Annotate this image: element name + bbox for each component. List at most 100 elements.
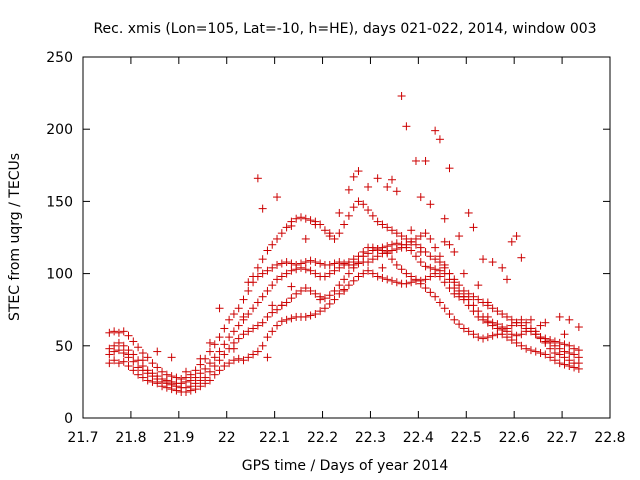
data-point: [502, 312, 511, 321]
data-point: [205, 359, 214, 368]
data-point: [277, 272, 286, 281]
data-point: [316, 259, 325, 268]
data-point: [306, 286, 315, 295]
data-point: [268, 327, 277, 336]
data-point: [325, 269, 334, 278]
data-point: [268, 263, 277, 272]
data-point: [507, 330, 516, 339]
data-point: [229, 327, 238, 336]
data-point: [325, 260, 334, 269]
data-point: [368, 211, 377, 220]
data-point: [225, 315, 234, 324]
data-point: [311, 269, 320, 278]
data-point: [263, 353, 272, 362]
data-point: [320, 304, 329, 313]
data-point: [134, 343, 143, 352]
data-point: [239, 356, 248, 365]
data-point: [311, 258, 320, 267]
data-point: [565, 356, 574, 365]
data-point: [407, 226, 416, 235]
data-point: [392, 229, 401, 238]
data-point: [340, 220, 349, 229]
data-point: [550, 337, 559, 346]
data-point: [287, 314, 296, 323]
data-point: [416, 247, 425, 256]
y-axis-label: STEC from uqrg / TECUs: [7, 153, 23, 321]
data-point: [253, 263, 262, 272]
data-point: [119, 327, 128, 336]
data-point: [378, 249, 387, 258]
data-point: [426, 288, 435, 297]
data-point: [301, 312, 310, 321]
data-point: [277, 229, 286, 238]
data-point: [364, 266, 373, 275]
data-point: [450, 315, 459, 324]
data-point: [565, 341, 574, 350]
data-point: [531, 347, 540, 356]
data-point: [320, 294, 329, 303]
plot-border: [82, 56, 611, 419]
data-point: [340, 259, 349, 268]
data-point: [483, 298, 492, 307]
data-point: [186, 370, 195, 379]
data-point: [392, 245, 401, 254]
data-point: [263, 286, 272, 295]
data-point: [479, 255, 488, 264]
data-point: [244, 286, 253, 295]
data-point: [258, 341, 267, 350]
data-point: [330, 234, 339, 243]
data-point: [474, 307, 483, 316]
data-point: [277, 259, 286, 268]
data-point: [560, 340, 569, 349]
data-point: [507, 237, 516, 246]
y-tick-label: 50: [55, 339, 73, 355]
data-point: [114, 359, 123, 368]
data-point: [392, 260, 401, 269]
data-point: [378, 263, 387, 272]
data-point: [153, 363, 162, 372]
data-point: [335, 281, 344, 290]
data-point: [536, 349, 545, 358]
data-point: [119, 349, 128, 358]
data-point: [483, 333, 492, 342]
data-point: [344, 269, 353, 278]
data-point: [440, 237, 449, 246]
data-point: [445, 164, 454, 173]
data-point: [383, 275, 392, 284]
data-point: [301, 214, 310, 223]
x-axis-ticks: 21.7 21.8 21.9 22 22.1 22.2 22.3 22.4 22.5 22.6 22…: [67, 57, 626, 446]
data-point: [574, 323, 583, 332]
data-point: [215, 304, 224, 313]
data-point: [148, 359, 157, 368]
data-point: [124, 362, 133, 371]
data-point: [273, 321, 282, 330]
data-point: [493, 324, 502, 333]
data-point: [292, 289, 301, 298]
data-point: [201, 373, 210, 382]
data-point: [397, 232, 406, 241]
data-point: [550, 356, 559, 365]
data-point: [435, 266, 444, 275]
data-point: [431, 126, 440, 135]
data-point: [517, 253, 526, 262]
data-point: [555, 312, 564, 321]
data-point: [105, 359, 114, 368]
data-point: [435, 298, 444, 307]
data-point: [536, 321, 545, 330]
data-point: [258, 269, 267, 278]
data-point: [536, 333, 545, 342]
data-point: [330, 259, 339, 268]
data-point: [210, 362, 219, 371]
data-points: [105, 91, 583, 397]
data-point: [282, 315, 291, 324]
data-point: [440, 260, 449, 269]
data-point: [234, 354, 243, 363]
data-point: [368, 269, 377, 278]
data-point: [411, 252, 420, 261]
data-point: [397, 243, 406, 252]
data-point: [153, 347, 162, 356]
data-point: [277, 301, 286, 310]
data-point: [498, 325, 507, 334]
data-point: [205, 347, 214, 356]
